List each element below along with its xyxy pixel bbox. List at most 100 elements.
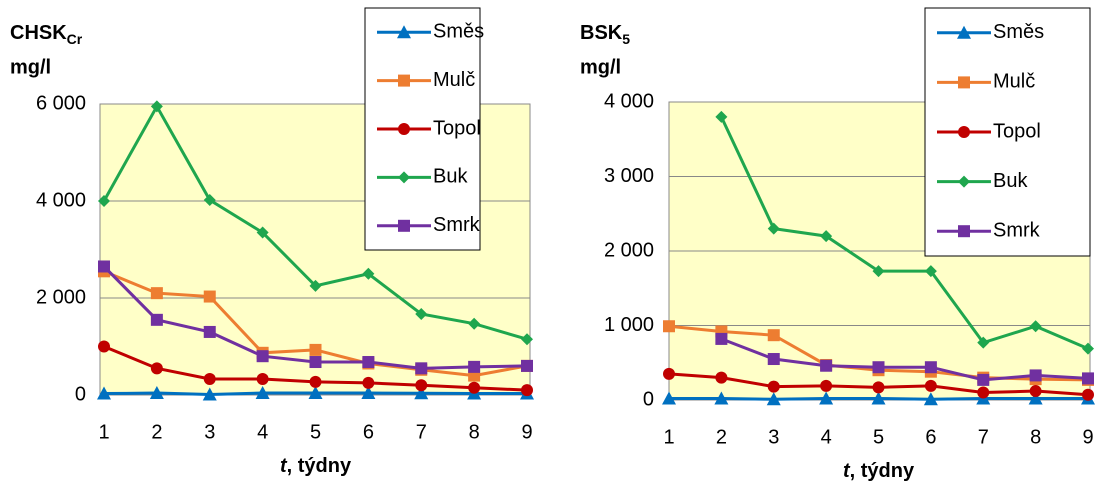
marker [820, 359, 833, 372]
y-axis-unit: mg/l [10, 56, 51, 78]
y-tick-label: 3 000 [604, 165, 654, 187]
x-axis-rest: , týdny [287, 455, 352, 477]
marker [1029, 369, 1042, 382]
x-tick-label: 1 [98, 421, 109, 443]
x-tick-label: 3 [768, 426, 779, 448]
marker [97, 386, 111, 400]
marker [977, 336, 990, 349]
marker [1029, 385, 1042, 398]
marker [415, 379, 428, 392]
marker [398, 171, 410, 184]
x-axis-rest: , týdny [850, 460, 915, 482]
marker [203, 372, 216, 385]
x-tick-label: 5 [873, 426, 884, 448]
y-axis-label-sub: Cr [67, 31, 83, 47]
y-axis-unit: mg/l [580, 56, 621, 78]
x-axis-label: t, týdny [843, 460, 915, 482]
marker [98, 195, 110, 207]
marker [958, 76, 970, 89]
marker [415, 308, 428, 321]
marker [663, 367, 675, 380]
marker [414, 386, 429, 400]
marker [256, 226, 269, 239]
marker [924, 361, 937, 374]
marker [872, 381, 885, 394]
marker [256, 350, 269, 363]
marker [923, 392, 938, 406]
marker [415, 362, 428, 375]
marker [872, 361, 885, 374]
marker [398, 123, 410, 135]
marker [767, 380, 780, 393]
x-tick-label: 1 [663, 426, 674, 448]
marker [958, 175, 970, 188]
series-line [720, 116, 1089, 350]
legend-label: Mulč [993, 71, 1035, 93]
marker [767, 329, 780, 342]
marker [871, 391, 886, 405]
marker [924, 379, 937, 392]
marker [397, 25, 411, 39]
marker [715, 371, 728, 384]
legend-label: Buk [433, 166, 468, 188]
marker [715, 110, 728, 123]
x-tick-label: 3 [204, 421, 215, 443]
legend-label: Buk [993, 170, 1028, 192]
marker [468, 360, 481, 373]
marker [362, 267, 375, 280]
y-axis-label-main: CHSK [10, 22, 67, 44]
x-axis-label: t, týdny [280, 455, 352, 477]
marker [958, 126, 970, 138]
marker [98, 340, 110, 353]
marker [957, 25, 971, 39]
marker [398, 74, 410, 87]
marker [398, 219, 410, 232]
marker [203, 194, 216, 207]
marker [766, 392, 781, 406]
x-tick-label: 9 [1082, 426, 1093, 448]
marker [361, 386, 376, 400]
marker [309, 279, 322, 292]
marker [1028, 391, 1043, 405]
y-tick-label: 1 000 [604, 314, 654, 336]
marker [714, 391, 729, 405]
marker [203, 325, 216, 338]
x-tick-label: 5 [310, 421, 321, 443]
y-axis-label: BSK5 [580, 22, 630, 46]
x-tick-label: 4 [821, 426, 832, 448]
marker [309, 375, 322, 388]
marker [820, 379, 833, 392]
legend-label: Směs [433, 20, 484, 42]
marker [521, 359, 533, 372]
x-tick-label: 9 [521, 421, 532, 443]
marker [662, 391, 676, 405]
marker [468, 381, 481, 394]
series-line [720, 337, 1089, 382]
marker [150, 287, 163, 300]
x-tick-label: 4 [257, 421, 268, 443]
x-tick-label: 6 [925, 426, 936, 448]
marker [819, 391, 834, 405]
x-tick-label: 8 [469, 421, 480, 443]
y-axis-label-sub: 5 [622, 31, 630, 47]
marker [202, 387, 217, 401]
y-tick-label: 2 000 [36, 286, 86, 308]
x-tick-label: 2 [716, 426, 727, 448]
y-tick-label: 0 [75, 383, 86, 405]
marker [150, 100, 163, 113]
marker [924, 265, 937, 278]
marker [309, 343, 322, 356]
x-tick-label: 6 [363, 421, 374, 443]
marker [977, 386, 990, 399]
legend-label: Topol [433, 117, 481, 139]
marker [150, 362, 163, 375]
legend-label: Směs [993, 21, 1044, 43]
marker [256, 372, 269, 385]
legend-label: Mulč [433, 69, 475, 91]
marker [1082, 342, 1094, 355]
y-tick-label: 0 [643, 388, 654, 410]
marker [767, 353, 780, 366]
y-tick-label: 4 000 [36, 189, 86, 211]
marker [715, 332, 728, 345]
x-tick-label: 7 [978, 426, 989, 448]
